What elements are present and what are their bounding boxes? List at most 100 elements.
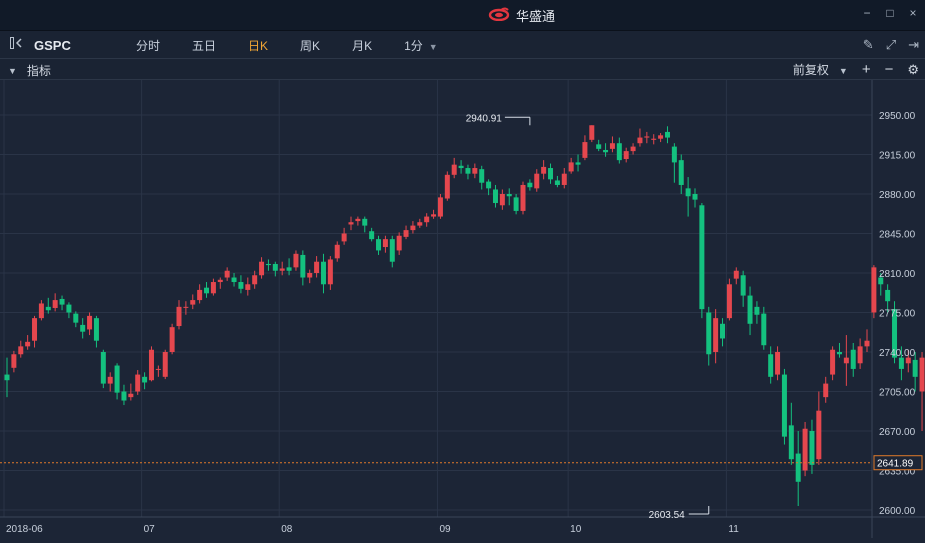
candle-body	[252, 275, 257, 284]
adjust-select[interactable]: 前复权▼	[793, 61, 848, 78]
candle-body	[115, 366, 120, 393]
indicator-bar: ▼ 指标 前复权▼ + − ⚙	[0, 59, 925, 80]
candle-body	[768, 354, 773, 377]
candle-body	[713, 318, 718, 352]
tab-five-day[interactable]: 五日	[192, 37, 216, 54]
candle-body	[101, 352, 106, 384]
candle-body	[803, 429, 808, 471]
candle-body	[686, 188, 691, 196]
candle-body	[424, 217, 429, 223]
candle-body	[521, 185, 526, 211]
x-tick-label: 09	[439, 524, 451, 535]
candle-body	[232, 278, 237, 283]
candle-body	[858, 346, 863, 363]
x-tick-label: 11	[728, 524, 739, 535]
candle-body	[816, 411, 821, 460]
candle-body	[782, 375, 787, 437]
candle-body	[589, 125, 594, 140]
tab-weekly-k[interactable]: 周K	[300, 37, 320, 54]
candle-body	[844, 358, 849, 364]
x-tick-label: 07	[144, 524, 156, 535]
adjust-label: 前复权	[793, 63, 829, 77]
candle-body	[87, 316, 92, 330]
y-tick-label: 2670.00	[879, 427, 916, 438]
candle-body	[66, 305, 71, 313]
candle-body	[582, 142, 587, 158]
logo-icon	[488, 7, 510, 24]
candle-body	[342, 234, 347, 242]
candle-body	[679, 160, 684, 185]
candle-body	[789, 425, 794, 459]
candle-body	[438, 197, 443, 216]
candle-body	[658, 135, 663, 138]
candle-body	[108, 377, 113, 384]
candle-body	[328, 259, 333, 284]
last-price-label: 2641.89	[877, 459, 914, 470]
gear-icon[interactable]: ⚙	[907, 62, 919, 78]
candle-body	[80, 325, 85, 332]
candle-body	[541, 167, 546, 174]
candle-body	[5, 375, 10, 381]
candle-body	[445, 175, 450, 199]
candle-body	[121, 392, 126, 401]
candles	[5, 125, 925, 506]
add-icon[interactable]: +	[862, 61, 871, 78]
candle-body	[349, 222, 354, 224]
low-price-annotation: 2603.54	[649, 510, 686, 521]
candle-body	[631, 147, 636, 152]
candle-body	[741, 275, 746, 295]
candle-body	[830, 350, 835, 375]
candle-body	[142, 377, 147, 383]
candle-body	[287, 267, 292, 270]
candle-body	[355, 219, 360, 221]
minimize-icon[interactable]: −	[861, 7, 873, 19]
candle-body	[369, 231, 374, 239]
exit-icon[interactable]: ⇥	[908, 37, 919, 53]
tab-minute[interactable]: 1分▼	[404, 37, 438, 54]
draw-pencil-icon[interactable]: ✎	[863, 37, 874, 53]
remove-icon[interactable]: −	[885, 61, 894, 78]
close-icon[interactable]: ×	[907, 7, 919, 19]
symbol-label[interactable]: GSPC	[34, 38, 71, 53]
candle-body	[637, 138, 642, 144]
candle-body	[603, 150, 608, 152]
candle-body	[479, 169, 484, 183]
candle-body	[823, 384, 828, 398]
candle-body	[644, 136, 649, 137]
candle-body	[624, 151, 629, 159]
y-tick-label: 2810.00	[879, 269, 916, 280]
candle-body	[871, 267, 876, 312]
candle-body	[25, 342, 30, 347]
candle-body	[527, 183, 532, 188]
tab-daily-k[interactable]: 日K	[248, 37, 268, 54]
sidebar-toggle-icon[interactable]	[10, 36, 24, 54]
collapse-triangle-icon[interactable]: ▼	[8, 66, 17, 76]
expand-icon[interactable]: ⤢	[886, 37, 896, 53]
candle-body	[706, 313, 711, 355]
candle-body	[149, 350, 154, 380]
candle-body	[156, 369, 161, 370]
y-tick-label: 2740.00	[879, 348, 916, 359]
candle-body	[410, 226, 415, 231]
candle-body	[809, 431, 814, 465]
candle-body	[569, 162, 574, 171]
candle-body	[266, 264, 271, 265]
candle-body	[177, 307, 182, 326]
candle-body	[73, 314, 78, 323]
candle-body	[293, 254, 298, 268]
candle-body	[596, 144, 601, 149]
maximize-icon[interactable]: □	[884, 7, 896, 19]
tab-intraday[interactable]: 分时	[136, 37, 160, 54]
period-tabs: 分时 五日 日K 周K 月K 1分▼	[136, 37, 470, 54]
candle-body	[617, 143, 622, 160]
tab-monthly-k[interactable]: 月K	[352, 37, 372, 54]
candle-body	[397, 236, 402, 251]
indicator-label[interactable]: 指标	[27, 62, 51, 79]
candle-body	[32, 318, 37, 341]
candle-body	[672, 147, 677, 163]
candle-body	[307, 273, 312, 278]
candle-body	[913, 360, 918, 377]
candle-body	[885, 290, 890, 301]
